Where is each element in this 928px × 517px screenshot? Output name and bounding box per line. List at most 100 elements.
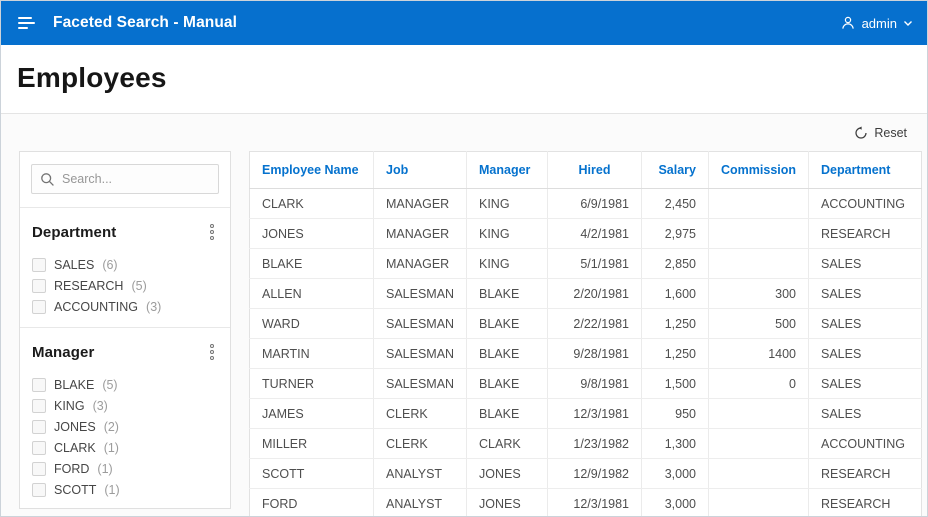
table-cell: RESEARCH: [808, 488, 922, 516]
table-cell: 2/22/1981: [547, 308, 642, 339]
table-cell: 4/2/1981: [547, 218, 642, 249]
table-cell: 2,975: [641, 218, 709, 249]
table-cell: SALESMAN: [373, 368, 467, 399]
facet-item-label: RESEARCH: [54, 278, 124, 293]
facet-item-count: (1): [97, 461, 113, 476]
table-cell: BLAKE: [466, 338, 548, 369]
column-header[interactable]: Department: [808, 151, 922, 189]
column-header[interactable]: Job: [373, 151, 467, 189]
facet-checkbox-item[interactable]: KING (3): [32, 395, 218, 416]
table-cell: 1,300: [641, 428, 709, 459]
facet-item-label: SALES: [54, 257, 95, 272]
facet-checkbox-item[interactable]: BLAKE (5): [32, 374, 218, 395]
table-cell: MANAGER: [373, 218, 467, 249]
checkbox[interactable]: [32, 398, 46, 413]
user-menu[interactable]: admin: [840, 15, 913, 31]
table-cell: JAMES: [249, 398, 374, 429]
table-row: JAMES CLERK BLAKE 12/3/1981 950 SALES: [249, 398, 922, 429]
table-cell: BLAKE: [249, 248, 374, 279]
facet-checkbox-item[interactable]: CLARK (1): [32, 437, 218, 458]
facet-item-label: ACCOUNTING: [54, 299, 139, 314]
facet-item-count: (2): [103, 419, 119, 434]
table-cell: ACCOUNTING: [808, 188, 922, 219]
table-cell: 2,850: [641, 248, 709, 279]
table-row: BLAKE MANAGER KING 5/1/1981 2,850 SALES: [249, 248, 922, 279]
facet-checkbox-item[interactable]: SCOTT (1): [32, 479, 218, 500]
table-cell: SALES: [808, 398, 922, 429]
table-cell: RESEARCH: [808, 458, 922, 489]
column-header[interactable]: Commission: [708, 151, 809, 189]
table-cell: CLERK: [373, 428, 467, 459]
reset-button[interactable]: Reset: [854, 126, 907, 140]
facet-item-label: FORD: [54, 461, 90, 476]
facet-menu-kebab-icon[interactable]: [206, 342, 218, 362]
facet-item-label: BLAKE: [54, 377, 95, 392]
table-row: MARTIN SALESMAN BLAKE 9/28/1981 1,250 1400 SAL…: [249, 338, 922, 369]
table-row: SCOTT ANALYST JONES 12/9/1982 3,000 RESEARCH: [249, 458, 922, 489]
column-header[interactable]: Manager: [466, 151, 548, 189]
table-cell: WARD: [249, 308, 374, 339]
facet-item-count: (3): [146, 299, 162, 314]
table-row: TURNER SALESMAN BLAKE 9/8/1981 1,500 0 SALES: [249, 368, 922, 399]
checkbox[interactable]: [32, 419, 46, 434]
table-cell: 3,000: [641, 488, 709, 516]
table-cell: SALESMAN: [373, 338, 467, 369]
facet-menu-kebab-icon[interactable]: [206, 222, 218, 242]
facet-item-label: SCOTT: [54, 482, 97, 497]
app-title: Faceted Search - Manual: [53, 14, 238, 31]
faceted-search-panel: Department SALES (6) RESEARCH (5) ACCOUNTING (…: [19, 151, 231, 509]
checkbox[interactable]: [32, 257, 46, 272]
reset-label: Reset: [874, 125, 907, 140]
facet-section: Department SALES (6) RESEARCH (5) ACCOUNTING (…: [20, 207, 230, 327]
table-cell: [708, 398, 809, 429]
facet-section: Manager BLAKE (5) KING (3) JONES (2) CLARK (1) FO…: [20, 327, 230, 508]
table-cell: 9/8/1981: [547, 368, 642, 399]
reset-icon: [854, 125, 868, 140]
table-cell: BLAKE: [466, 398, 548, 429]
facet-checkbox-item[interactable]: SALES (6): [32, 254, 218, 275]
checkbox[interactable]: [32, 482, 46, 497]
column-header[interactable]: Employee Name: [249, 151, 374, 189]
table-cell: 1,600: [641, 278, 709, 309]
search-icon: [40, 172, 55, 187]
checkbox[interactable]: [32, 461, 46, 476]
table-cell: [708, 428, 809, 459]
checkbox[interactable]: [32, 278, 46, 293]
column-header[interactable]: Hired: [547, 151, 642, 189]
column-header[interactable]: Salary: [641, 151, 709, 189]
chevron-down-icon: [903, 20, 913, 27]
table-cell: ALLEN: [249, 278, 374, 309]
facet-item-label: KING: [54, 398, 85, 413]
table-row: ALLEN SALESMAN BLAKE 2/20/1981 1,600 300 SALES: [249, 278, 922, 309]
table-cell: KING: [466, 248, 548, 279]
checkbox[interactable]: [32, 440, 46, 455]
facet-checkbox-item[interactable]: ACCOUNTING (3): [32, 296, 218, 317]
table-cell: SALES: [808, 308, 922, 339]
search-input[interactable]: [62, 172, 210, 186]
app-header: Faceted Search - Manual admin: [1, 1, 927, 45]
facet-checkbox-item[interactable]: RESEARCH (5): [32, 275, 218, 296]
table-cell: 950: [641, 398, 709, 429]
table-cell: MANAGER: [373, 248, 467, 279]
toolbar: Reset: [1, 114, 927, 151]
table-header-row: Employee Name Job Manager Hired Salary Commis…: [249, 151, 922, 189]
nav-menu-button[interactable]: [15, 11, 39, 35]
facet-item-label: JONES: [54, 419, 96, 434]
checkbox[interactable]: [32, 299, 46, 314]
facet-checkbox-item[interactable]: JONES (2): [32, 416, 218, 437]
table-cell: KING: [466, 218, 548, 249]
table-cell: ANALYST: [373, 458, 467, 489]
table-cell: 2,450: [641, 188, 709, 219]
table-cell: [708, 248, 809, 279]
checkbox[interactable]: [32, 377, 46, 392]
table-cell: CLARK: [466, 428, 548, 459]
search-box: [31, 164, 219, 194]
facet-checkbox-item[interactable]: FORD (1): [32, 458, 218, 479]
user-name: admin: [861, 15, 897, 31]
table-cell: 1/23/1982: [547, 428, 642, 459]
table-cell: 12/3/1981: [547, 398, 642, 429]
facet-item-count: (3): [92, 398, 108, 413]
table-cell: CLERK: [373, 398, 467, 429]
table-cell: SCOTT: [249, 458, 374, 489]
table-cell: SALES: [808, 248, 922, 279]
